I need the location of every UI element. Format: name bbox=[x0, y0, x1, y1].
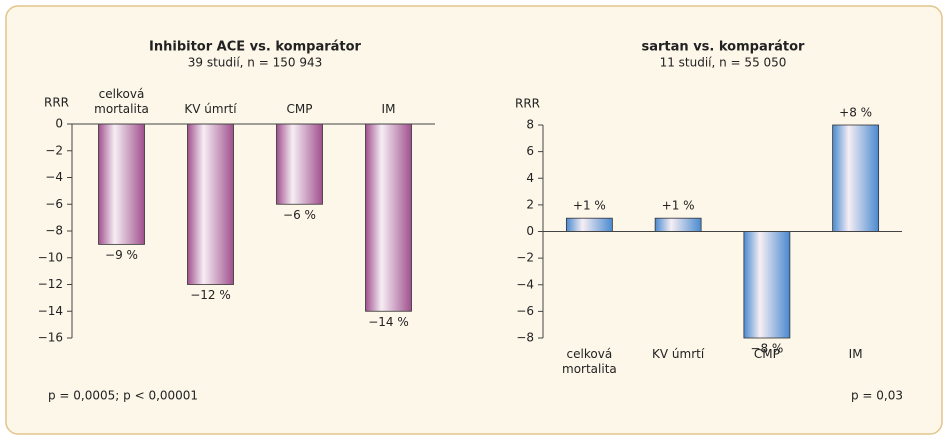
bar bbox=[654, 217, 702, 232]
category-label: CMP bbox=[753, 347, 780, 361]
y-tick-label: 2 bbox=[526, 197, 534, 211]
y-tick-label: 6 bbox=[526, 144, 534, 158]
bar bbox=[365, 123, 412, 312]
category-label: IM bbox=[848, 347, 863, 361]
y-tick-label: −16 bbox=[38, 331, 63, 345]
category-label: IM bbox=[381, 102, 396, 116]
y-tick-label: −2 bbox=[516, 251, 534, 265]
bar bbox=[187, 123, 234, 285]
y-tick-label: −6 bbox=[45, 197, 63, 211]
y-tick-label: −8 bbox=[516, 331, 534, 345]
value-label: +1 % bbox=[662, 199, 695, 213]
category-label: KV úmrtí bbox=[184, 102, 237, 116]
category-label: celková mortalita bbox=[562, 347, 617, 376]
value-label: +1 % bbox=[573, 199, 606, 213]
y-tick-label: −12 bbox=[38, 277, 63, 291]
value-label: −12 % bbox=[190, 288, 231, 302]
y-tick-label: −4 bbox=[45, 170, 63, 184]
y-axis-label: RRR bbox=[515, 97, 540, 111]
y-tick-label: 0 bbox=[526, 224, 534, 238]
value-label: −8 % bbox=[750, 342, 783, 356]
chart-subtitle: 11 studií, n = 55 050 bbox=[660, 56, 787, 70]
category-label: celková mortalita bbox=[94, 87, 149, 116]
bar bbox=[743, 231, 791, 339]
y-tick-label: −8 bbox=[45, 224, 63, 238]
chart-title: Inhibitor ACE vs. komparátor bbox=[149, 40, 362, 55]
value-label: −6 % bbox=[283, 208, 316, 222]
bar bbox=[565, 217, 613, 232]
value-label: +8 % bbox=[839, 106, 872, 120]
bar bbox=[98, 123, 145, 245]
y-tick-label: −2 bbox=[45, 143, 63, 157]
y-tick-label: 0 bbox=[55, 117, 63, 131]
chart-title: sartan vs. komparátor bbox=[642, 40, 806, 55]
chart-subtitle: 39 studií, n = 150 943 bbox=[188, 56, 322, 70]
category-label: KV úmrtí bbox=[652, 347, 705, 361]
value-label: −14 % bbox=[368, 315, 409, 329]
footnote: p = 0,03 bbox=[851, 389, 903, 403]
footnote: p = 0,0005; p < 0,00001 bbox=[48, 389, 198, 403]
y-axis-label: RRR bbox=[44, 96, 69, 110]
y-tick-label: −4 bbox=[516, 277, 534, 291]
value-label: −9 % bbox=[105, 248, 138, 262]
y-tick-label: −14 bbox=[38, 304, 63, 318]
category-label: CMP bbox=[286, 102, 313, 116]
y-tick-label: −10 bbox=[38, 250, 63, 264]
bar bbox=[276, 123, 323, 205]
y-tick-label: 8 bbox=[526, 118, 534, 132]
y-tick-label: 4 bbox=[526, 171, 534, 185]
bar bbox=[832, 124, 880, 232]
frame bbox=[5, 5, 943, 435]
y-tick-label: −6 bbox=[516, 304, 534, 318]
